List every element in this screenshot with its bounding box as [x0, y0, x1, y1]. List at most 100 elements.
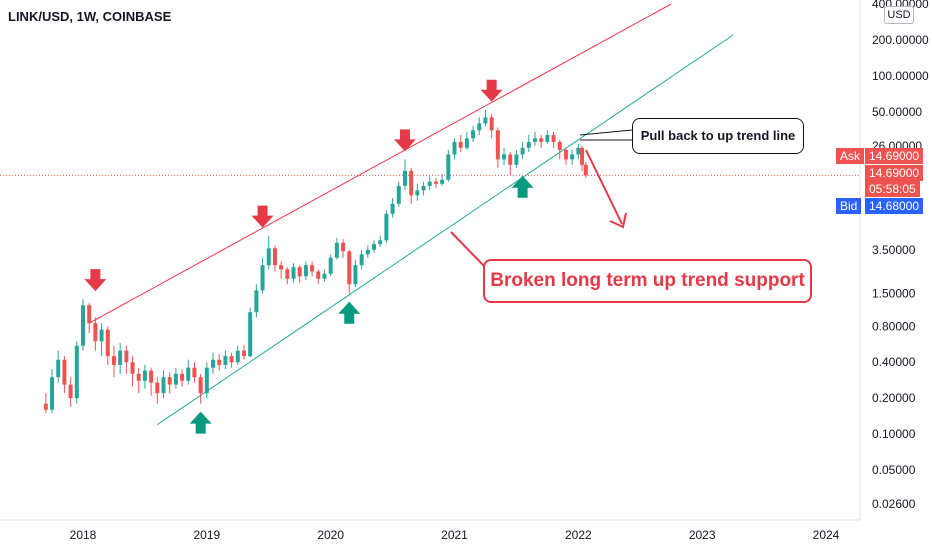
candle-body-25	[198, 377, 203, 394]
y-tick-label-3: 50.00000	[872, 105, 922, 119]
candle-body-49	[347, 251, 352, 285]
candle-body-18	[155, 382, 160, 394]
candle-body-35	[260, 265, 265, 291]
candle-body-38	[279, 265, 284, 270]
candle-body-64	[440, 179, 445, 184]
candle-body-40	[291, 267, 296, 279]
resistance-trend-line	[88, 3, 672, 324]
candle-body-77	[520, 147, 525, 155]
candle-body-6	[81, 305, 85, 346]
candle-body-9	[99, 329, 104, 342]
top-arrow-2-icon	[251, 205, 274, 228]
top-arrow-4-icon	[480, 79, 503, 102]
x-tick-label-0: 2018	[70, 528, 97, 542]
candle-body-47	[334, 242, 339, 258]
ask-price: 14.69000	[865, 148, 924, 164]
candle-body-26	[204, 367, 209, 394]
broken-support-callout[interactable]: Broken long term up trend support	[483, 259, 812, 303]
y-tick-label-8: 0.40000	[872, 355, 916, 369]
candle-body-11	[111, 356, 116, 365]
currency-label[interactable]: USD	[884, 6, 914, 24]
candle-body-78	[526, 141, 531, 148]
y-tick-label-7: 0.80000	[872, 319, 916, 333]
candle-body-69	[471, 130, 476, 139]
pullback-callout[interactable]: Pull back to up trend line	[632, 118, 804, 154]
bottom-arrow-2-icon	[338, 301, 361, 324]
candle-body-81	[545, 134, 550, 142]
candle-body-68	[464, 138, 469, 148]
candle-body-66	[452, 141, 457, 155]
candle-body-39	[285, 269, 290, 279]
candle-body-37	[272, 248, 277, 266]
candle-body-17	[149, 370, 154, 383]
y-tick-label-2: 100.00000	[872, 69, 929, 83]
candle-body-32	[241, 350, 246, 357]
candle-body-16	[142, 370, 147, 381]
bid-price: 14.68000	[865, 198, 924, 214]
candle-body-14	[130, 362, 135, 374]
projection-arrow-line	[585, 149, 623, 225]
candle-body-62	[427, 181, 432, 186]
candle-body-88	[583, 164, 588, 176]
candle-body-70	[477, 123, 482, 131]
last-price: 14.69000	[865, 165, 924, 181]
top-arrow-3-icon	[393, 129, 416, 152]
candle-body-23	[186, 367, 191, 381]
candle-body-72	[489, 117, 494, 131]
candle-body-41	[297, 267, 302, 277]
candle-body-1	[50, 377, 55, 410]
candle-body-3	[62, 359, 67, 385]
y-tick-label-5: 3.50000	[872, 243, 916, 257]
candle-body-71	[483, 117, 488, 124]
candle-body-22	[180, 373, 185, 381]
chart-title: LINK/USD, 1W, COINBASE	[8, 9, 172, 24]
y-tick-label-1: 200.00000	[872, 33, 929, 47]
candle-body-21	[173, 373, 178, 385]
candle-body-2	[56, 359, 61, 378]
candle-body-60	[415, 190, 420, 196]
candle-body-13	[124, 350, 129, 363]
ask-label: Ask	[836, 148, 865, 164]
candle-body-34	[254, 290, 259, 313]
candle-body-87	[580, 147, 585, 165]
bar-countdown: 05:58:05	[865, 181, 920, 197]
candle-body-74	[502, 154, 507, 160]
candle-body-54	[378, 240, 383, 245]
candle-body-42	[303, 265, 308, 277]
candle-body-29	[223, 356, 228, 365]
candle-body-82	[551, 134, 556, 142]
candle-body-83	[557, 141, 562, 150]
support-trend-line	[157, 34, 734, 426]
candle-body-0	[43, 403, 48, 410]
broken-pointer	[450, 231, 487, 269]
bottom-arrow-3-icon	[511, 175, 534, 198]
y-tick-label-12: 0.02600	[872, 497, 916, 511]
bottom-arrow-1-icon	[189, 411, 212, 434]
candle-body-31	[235, 350, 240, 363]
candle-body-43	[310, 265, 315, 272]
y-tick-label-10: 0.10000	[872, 427, 916, 441]
y-tick-label-6: 1.50000	[872, 287, 916, 301]
candle-body-50	[353, 265, 358, 285]
candle-body-58	[402, 170, 407, 186]
candle-body-48	[341, 242, 346, 252]
candle-body-53	[372, 244, 377, 250]
x-tick-label-4: 2022	[565, 528, 592, 542]
bid-label: Bid	[836, 198, 862, 214]
candle-body-15	[136, 373, 141, 381]
y-tick-label-11: 0.05000	[872, 463, 916, 477]
candle-body-36	[266, 248, 271, 266]
candle-body-59	[409, 170, 414, 196]
candle-body-61	[421, 185, 426, 191]
candle-body-28	[217, 359, 222, 365]
x-tick-label-1: 2019	[193, 528, 220, 542]
candle-body-12	[118, 350, 123, 365]
candle-body-19	[161, 377, 166, 394]
candle-body-52	[365, 249, 370, 255]
candle-body-57	[396, 185, 401, 204]
candle-body-55	[384, 213, 389, 241]
candle-body-46	[328, 257, 333, 274]
candle-body-4	[68, 384, 73, 399]
candle-body-65	[446, 154, 451, 180]
